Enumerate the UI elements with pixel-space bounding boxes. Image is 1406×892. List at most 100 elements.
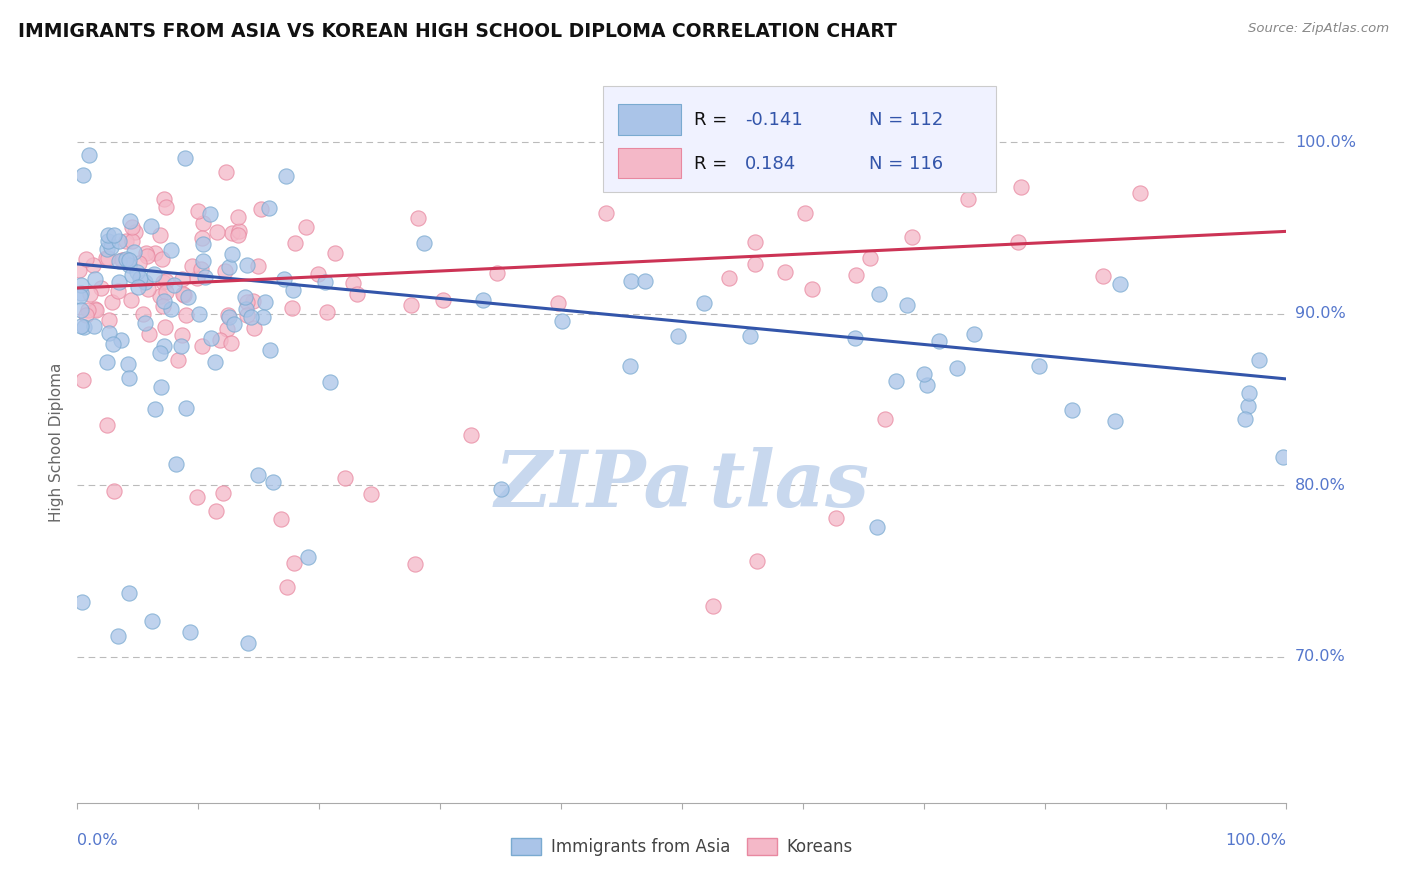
Point xyxy=(115,252,138,266)
Point xyxy=(166,353,188,368)
Point xyxy=(97,313,120,327)
Point xyxy=(224,317,246,331)
Point xyxy=(233,290,256,304)
Text: -0.141: -0.141 xyxy=(745,111,803,128)
Point xyxy=(170,339,193,353)
Point xyxy=(155,285,177,300)
Point xyxy=(143,246,166,260)
Point xyxy=(141,614,163,628)
Point xyxy=(221,247,243,261)
Point xyxy=(868,287,890,301)
Point xyxy=(205,504,228,518)
Point xyxy=(912,367,935,381)
Point xyxy=(112,252,135,267)
Point xyxy=(281,283,304,297)
Point xyxy=(72,373,94,387)
Point xyxy=(193,254,215,268)
Point xyxy=(115,235,138,249)
Point xyxy=(177,290,200,304)
Point xyxy=(208,334,231,348)
FancyBboxPatch shape xyxy=(617,148,681,178)
FancyBboxPatch shape xyxy=(617,104,681,135)
Point xyxy=(187,204,209,219)
Point xyxy=(107,629,129,643)
Text: 80.0%: 80.0% xyxy=(1295,478,1346,493)
Point xyxy=(744,235,766,249)
Point xyxy=(404,557,426,571)
Point xyxy=(70,286,93,301)
Point xyxy=(603,167,626,181)
Point xyxy=(118,214,141,228)
Point xyxy=(547,295,569,310)
Point xyxy=(149,380,172,394)
Point xyxy=(252,310,274,324)
Point xyxy=(188,307,211,321)
Point xyxy=(205,225,228,239)
Point xyxy=(149,345,172,359)
Point xyxy=(191,237,214,252)
Point xyxy=(120,293,142,307)
Point xyxy=(190,339,212,353)
Point xyxy=(124,225,146,239)
Point xyxy=(174,151,197,165)
Point xyxy=(270,512,292,526)
Point xyxy=(297,550,319,565)
Point xyxy=(128,256,150,270)
Point xyxy=(218,310,240,324)
Point xyxy=(90,281,112,295)
Point xyxy=(152,299,174,313)
Point xyxy=(69,289,91,303)
Point xyxy=(221,226,243,240)
Point xyxy=(190,261,212,276)
Point xyxy=(281,301,304,315)
Point xyxy=(136,249,159,263)
Point xyxy=(793,206,815,220)
Point xyxy=(928,334,950,349)
Point xyxy=(472,293,495,307)
Point xyxy=(595,206,617,220)
Point xyxy=(259,343,281,357)
Point xyxy=(111,253,134,268)
Point xyxy=(83,318,105,333)
Point xyxy=(152,293,174,308)
Point xyxy=(191,231,214,245)
Point xyxy=(1234,411,1257,425)
Point xyxy=(1092,269,1115,284)
Point xyxy=(257,201,280,215)
Point xyxy=(228,224,250,238)
Text: IMMIGRANTS FROM ASIA VS KOREAN HIGH SCHOOL DIPLOMA CORRELATION CHART: IMMIGRANTS FROM ASIA VS KOREAN HIGH SCHO… xyxy=(18,22,897,41)
Text: Source: ZipAtlas.com: Source: ZipAtlas.com xyxy=(1249,22,1389,36)
Point xyxy=(191,216,214,230)
FancyBboxPatch shape xyxy=(603,86,997,193)
Point xyxy=(84,303,107,318)
Point xyxy=(173,288,195,302)
Text: 100.0%: 100.0% xyxy=(1226,833,1286,848)
Point xyxy=(70,318,93,333)
Point xyxy=(1129,186,1152,200)
Point xyxy=(107,284,129,298)
Point xyxy=(152,339,174,353)
Point xyxy=(217,308,239,322)
Point xyxy=(413,235,436,250)
Legend: Immigrants from Asia, Koreans: Immigrants from Asia, Koreans xyxy=(505,831,859,863)
Point xyxy=(717,271,740,285)
Point xyxy=(274,169,297,184)
Point xyxy=(163,278,186,293)
Point xyxy=(744,257,766,271)
Point xyxy=(132,308,155,322)
Text: ZIPa tlas: ZIPa tlas xyxy=(495,448,869,524)
Point xyxy=(432,293,454,307)
Point xyxy=(1028,359,1050,374)
Point xyxy=(1010,179,1032,194)
Point xyxy=(1062,403,1084,417)
Text: N = 116: N = 116 xyxy=(869,154,943,172)
Point xyxy=(884,374,907,388)
Point xyxy=(138,282,160,296)
Point xyxy=(747,554,769,568)
Point xyxy=(100,240,122,254)
Point xyxy=(236,294,259,309)
Point xyxy=(103,228,125,243)
Point xyxy=(96,417,118,432)
Point xyxy=(401,298,423,312)
Point xyxy=(866,520,889,534)
